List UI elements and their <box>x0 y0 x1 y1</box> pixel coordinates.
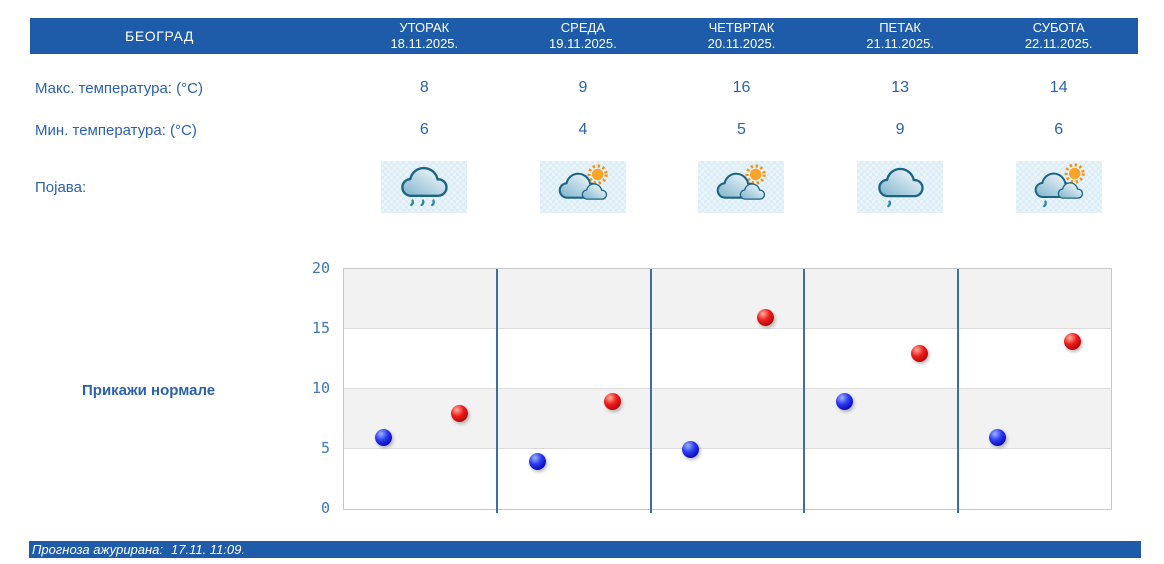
max-temp-label: Макс. температура: (°C) <box>35 79 203 97</box>
phenomena-row: Појава: <box>30 160 1138 214</box>
min-temp-value: 6 <box>419 121 429 138</box>
cloud-drizzle-icon <box>857 161 944 213</box>
phenomena-label: Појава: <box>35 178 87 196</box>
day-date: 22.11.2025. <box>1024 36 1093 51</box>
day-name: ПЕТАК <box>879 20 921 35</box>
weather-icon-cell <box>662 161 821 213</box>
y-axis-tick: 10 <box>311 379 330 397</box>
max-temp-point <box>603 392 621 410</box>
day-header: УТОРАК 18.11.2025. <box>345 18 504 54</box>
temperature-chart: Прикажи нормале 0 5 10 15 20 <box>0 259 1164 526</box>
min-temp-value: 5 <box>737 121 746 138</box>
y-axis-tick: 5 <box>320 439 330 457</box>
max-temp-value: 13 <box>891 79 909 96</box>
max-temp-point <box>910 344 928 362</box>
max-temp-value: 8 <box>419 79 429 96</box>
y-axis-tick: 15 <box>311 319 330 337</box>
day-header: СУБОТА 22.11.2025. <box>979 18 1138 54</box>
city-name: БЕОГРАД <box>125 28 194 44</box>
chart-y-axis: 0 5 10 15 20 <box>290 259 336 517</box>
max-temp-point <box>1064 332 1082 350</box>
max-temp-value: 16 <box>732 79 751 96</box>
day-name: СУБОТА <box>1032 20 1085 35</box>
table-header-bar: БЕОГРАД УТОРАК 18.11.2025. СРЕДА 19.11.2025… <box>30 18 1138 54</box>
min-temp-point <box>682 440 700 458</box>
day-date: 21.11.2025. <box>866 36 934 51</box>
min-temp-point <box>375 428 393 446</box>
day-name: УТОРАК <box>399 20 450 35</box>
weather-icon-cell <box>345 161 504 213</box>
y-axis-tick: 20 <box>311 259 330 277</box>
min-temp-value: 9 <box>895 121 905 138</box>
weather-icon-cell <box>979 161 1138 213</box>
update-label: Прогноза ажурирана: <box>32 542 164 557</box>
max-temp-point <box>450 404 468 422</box>
day-separator-line <box>649 269 652 513</box>
min-temp-point <box>988 428 1006 446</box>
min-temp-value: 6 <box>1054 121 1064 138</box>
weather-icon-cell <box>821 161 980 213</box>
min-temp-label: Мин. температура: (°C) <box>35 121 197 139</box>
y-axis-tick: 0 <box>320 499 330 517</box>
day-date: 19.11.2025. <box>549 36 617 51</box>
chart-plot-area <box>343 268 1112 513</box>
day-header: ПЕТАК 21.11.2025. <box>821 18 980 54</box>
day-separator-line <box>956 269 959 513</box>
day-name: ЧЕТВРТАК <box>708 20 775 35</box>
min-temp-value: 4 <box>578 121 588 138</box>
max-temp-value: 14 <box>1049 79 1068 96</box>
show-normals-button[interactable]: Прикажи нормале <box>82 382 216 399</box>
day-header: СРЕДА 19.11.2025. <box>504 18 663 54</box>
day-date: 18.11.2025. <box>390 36 459 51</box>
sun-clouds-icon <box>539 161 626 213</box>
max-temp-row: Макс. температура: (°C) 8 9 16 13 14 <box>30 78 1138 98</box>
day-separator-line <box>803 269 806 513</box>
update-status-bar: Прогноза ажурирана: 17.11. 11:09. <box>29 541 1141 558</box>
min-temp-point <box>528 452 546 470</box>
min-temp-row: Мин. температура: (°C) 6 4 5 9 6 <box>30 120 1138 140</box>
forecast-table: БЕОГРАД УТОРАК 18.11.2025. СРЕДА 19.11.2025… <box>30 18 1138 214</box>
sun-clouds-drizzle-icon <box>1015 161 1102 213</box>
day-header: ЧЕТВРТАК 20.11.2025. <box>662 18 821 54</box>
sun-clouds-icon <box>698 161 785 213</box>
weather-icon-cell <box>504 161 663 213</box>
rain-cloud-icon <box>381 161 468 213</box>
day-date: 20.11.2025. <box>707 36 776 51</box>
max-temp-point <box>757 308 775 326</box>
day-separator-line <box>496 269 499 513</box>
update-time: 17.11. 11:09. <box>171 542 245 557</box>
day-name: СРЕДА <box>560 20 605 35</box>
min-temp-point <box>835 392 853 410</box>
max-temp-value: 9 <box>578 79 588 96</box>
